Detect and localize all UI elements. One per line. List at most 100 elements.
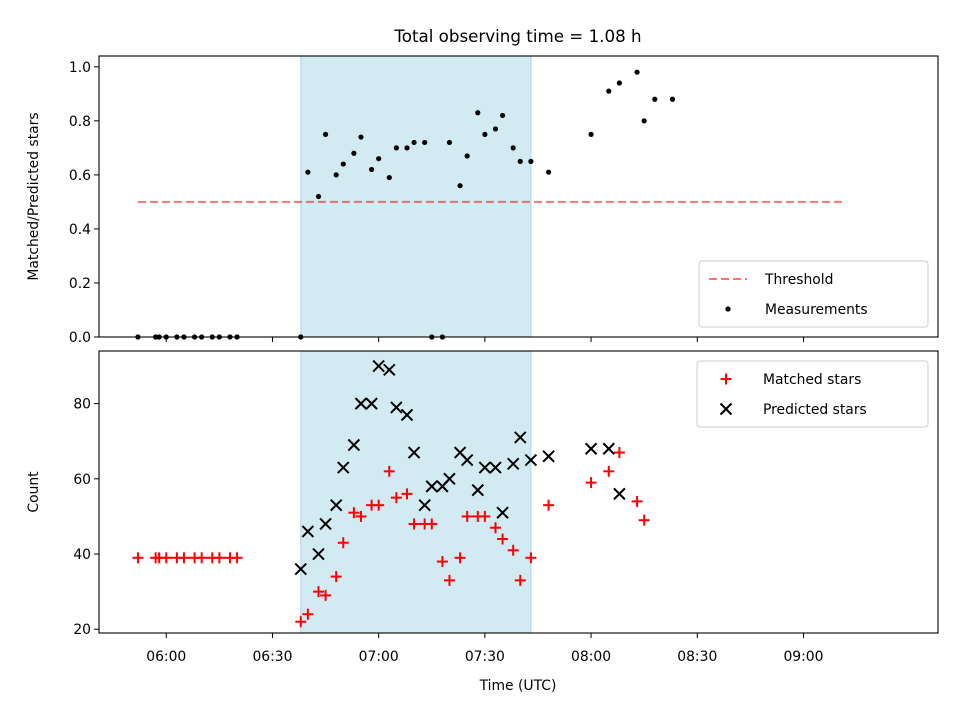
data-point bbox=[602, 442, 615, 455]
y-tick-label: 60 bbox=[73, 472, 91, 488]
x-tick-label: 09:00 bbox=[783, 649, 823, 665]
data-point bbox=[475, 110, 481, 116]
data-point bbox=[616, 80, 622, 86]
legend-label: Measurements bbox=[765, 302, 868, 318]
data-point bbox=[606, 88, 612, 94]
data-point-b bbox=[383, 363, 396, 377]
y-tick-label: 20 bbox=[73, 622, 91, 638]
x-tick-label: 06:00 bbox=[146, 649, 186, 665]
data-point-b bbox=[613, 487, 626, 501]
data-point bbox=[489, 522, 501, 534]
data-point bbox=[525, 552, 537, 564]
data-point bbox=[528, 158, 534, 164]
data-point-b bbox=[294, 562, 307, 576]
data-point bbox=[517, 158, 523, 164]
data-point bbox=[408, 518, 420, 530]
data-point bbox=[471, 483, 484, 497]
data-point bbox=[489, 461, 502, 474]
data-point bbox=[461, 510, 473, 522]
data-point bbox=[584, 442, 598, 455]
data-point bbox=[543, 499, 555, 511]
x-tick-label: 08:00 bbox=[571, 649, 611, 665]
series-matched-stars bbox=[132, 447, 650, 628]
data-point bbox=[426, 518, 438, 530]
data-point-b bbox=[400, 408, 414, 422]
data-point bbox=[411, 139, 417, 146]
data-point bbox=[588, 131, 594, 137]
data-point bbox=[196, 552, 208, 564]
data-point-b bbox=[337, 461, 350, 474]
y-tick-label: 0.2 bbox=[69, 276, 91, 292]
y-tick-label: 80 bbox=[73, 397, 91, 413]
data-point bbox=[319, 517, 332, 531]
data-point bbox=[478, 461, 492, 474]
data-point bbox=[393, 145, 399, 151]
data-point-b bbox=[372, 359, 385, 373]
y-tick-label: 0.8 bbox=[69, 114, 91, 130]
data-point bbox=[482, 131, 488, 137]
data-point bbox=[506, 457, 520, 471]
data-point-b bbox=[407, 446, 421, 459]
data-point bbox=[312, 586, 324, 598]
data-point-b bbox=[514, 431, 527, 444]
data-point bbox=[383, 363, 396, 377]
data-point bbox=[613, 487, 626, 501]
data-point bbox=[436, 556, 448, 568]
y-tick-label: 0.6 bbox=[69, 168, 91, 184]
data-point bbox=[337, 461, 350, 474]
data-point bbox=[301, 525, 315, 538]
legend-label: Threshold bbox=[764, 272, 833, 288]
legend-box bbox=[696, 360, 929, 428]
y-tick-label: 0.4 bbox=[69, 222, 91, 238]
legend-marker bbox=[719, 402, 733, 416]
data-point-b bbox=[506, 457, 520, 471]
data-point bbox=[641, 118, 647, 124]
x-tick-label: 06:30 bbox=[252, 649, 292, 665]
data-point-b bbox=[354, 397, 368, 410]
shaded-interval bbox=[300, 56, 531, 337]
data-point-b bbox=[365, 397, 378, 410]
x-tick-label: 07:00 bbox=[359, 649, 399, 665]
data-point bbox=[368, 166, 375, 173]
data-point-b bbox=[489, 461, 502, 474]
y-tick-label: 1.0 bbox=[69, 60, 91, 76]
data-point-b bbox=[390, 401, 403, 414]
data-point-b bbox=[584, 442, 598, 455]
top-panel-ratio: 0.0 0.2 0.4 0.6 0.8 1.0 Matched/Predicted star… bbox=[26, 55, 939, 346]
data-point-b bbox=[602, 442, 615, 455]
y-tick-label: 0.0 bbox=[69, 330, 91, 346]
data-point bbox=[443, 574, 455, 586]
data-point bbox=[337, 537, 349, 549]
data-point-b bbox=[453, 446, 467, 459]
data-point bbox=[479, 510, 491, 522]
data-point bbox=[320, 589, 332, 601]
data-point bbox=[507, 544, 519, 556]
data-point bbox=[425, 480, 438, 493]
legend-marker bbox=[720, 373, 732, 385]
data-point bbox=[358, 134, 364, 140]
data-point-b bbox=[312, 547, 325, 561]
data-point bbox=[347, 438, 361, 452]
data-point bbox=[365, 397, 378, 410]
shaded-interval bbox=[300, 351, 531, 633]
data-point-b bbox=[524, 453, 538, 467]
data-point bbox=[322, 131, 329, 137]
data-point bbox=[231, 552, 243, 564]
data-point bbox=[524, 453, 538, 467]
y-axis-label: Matched/Predicted stars bbox=[26, 112, 42, 280]
data-point bbox=[454, 552, 466, 564]
data-point bbox=[329, 498, 343, 512]
data-point bbox=[160, 552, 172, 564]
data-point bbox=[401, 488, 413, 500]
data-point-b bbox=[478, 461, 492, 474]
data-point-b bbox=[471, 483, 484, 497]
legend-label: Matched stars bbox=[763, 372, 861, 388]
data-point bbox=[386, 174, 392, 181]
data-point bbox=[418, 498, 431, 512]
data-point-b bbox=[542, 450, 555, 463]
data-point bbox=[514, 574, 526, 586]
data-point bbox=[422, 139, 428, 146]
data-point bbox=[390, 401, 403, 414]
data-point bbox=[460, 453, 474, 467]
